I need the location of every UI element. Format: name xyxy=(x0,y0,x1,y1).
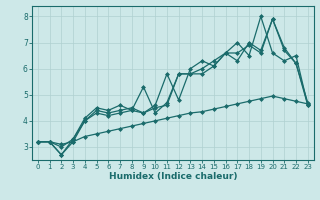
X-axis label: Humidex (Indice chaleur): Humidex (Indice chaleur) xyxy=(108,172,237,181)
